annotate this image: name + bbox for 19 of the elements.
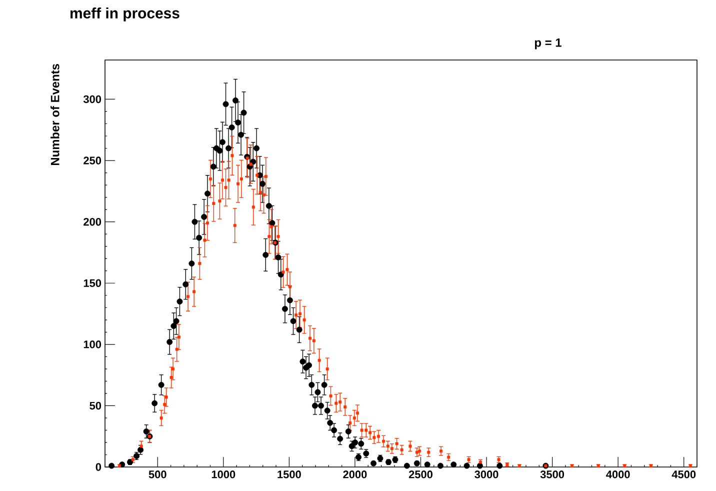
- x-tick-label: 2000: [343, 470, 367, 478]
- y-tick-label: 50: [90, 402, 102, 410]
- y-axis-title: Number of Events: [50, 64, 60, 166]
- x-tick-label: 3500: [540, 470, 564, 478]
- y-tick-label: 250: [84, 156, 102, 164]
- y-tick-label: 150: [84, 279, 102, 287]
- x-tick-label: 1500: [278, 470, 301, 478]
- y-tick-label: 0: [96, 463, 102, 471]
- x-tick-label: 4000: [606, 470, 630, 478]
- y-tick-label: 100: [84, 340, 102, 348]
- x-tick-label: 500: [148, 470, 166, 478]
- y-tick-label: 200: [84, 218, 102, 226]
- x-tick-label: 3000: [474, 470, 498, 478]
- y-tick-label: 300: [83, 95, 102, 104]
- x-tick-label: 1000: [212, 470, 236, 478]
- x-tick-label: 4500: [672, 470, 696, 478]
- chart-title: meff in process: [70, 8, 180, 22]
- x-tick-label: 2500: [408, 470, 432, 478]
- text: p = 1: [535, 38, 562, 50]
